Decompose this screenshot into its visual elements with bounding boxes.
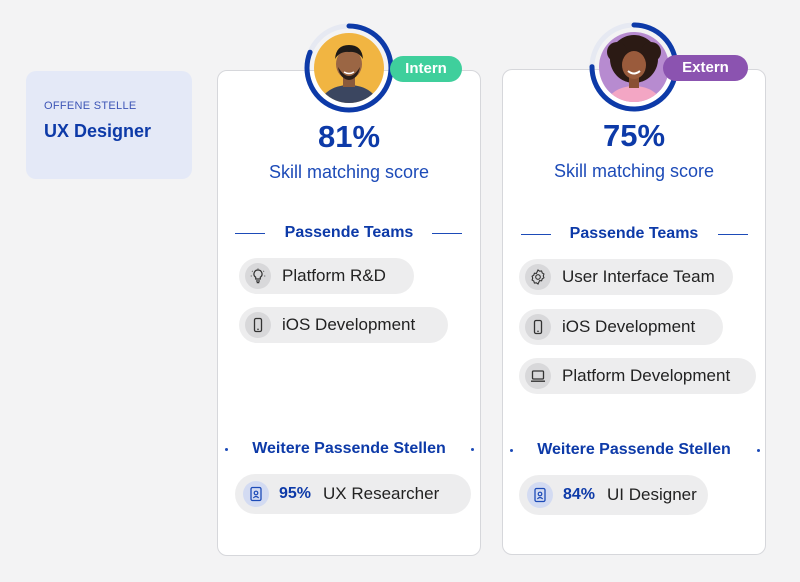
team-label: User Interface Team [562,267,715,286]
match-score: 75% [602,118,666,153]
type-badge: Extern [663,55,748,81]
team-chip-ios-development[interactable]: iOS Development [519,309,723,345]
lightbulb-icon [245,263,271,289]
smartphone-icon [245,312,271,338]
teams-heading: Passende Teams [284,224,414,241]
team-chip-platform-rd[interactable]: Platform R&D [239,258,414,294]
position-chip-ux-researcher[interactable]: 95% UX Researcher [235,474,471,514]
gear-badge-icon [525,264,551,290]
divider-dot [471,448,474,451]
positions-heading: Weitere Passende Stellen [537,441,731,458]
avatar-score-ring [303,22,395,114]
position-label: UX Researcher [323,484,440,503]
team-chip-ios-development[interactable]: iOS Development [239,307,448,343]
match-score-label: Skill matching score [268,162,430,182]
job-title: UX Designer [44,121,152,141]
id-badge-icon [243,481,269,507]
team-label: iOS Development [562,317,696,336]
team-chip-platform-development[interactable]: Platform Development [519,358,756,394]
job-card[interactable]: OFFENE STELLE UX Designer [26,71,192,179]
type-badge: Intern [390,56,462,82]
position-match-percent: 95% [279,485,312,502]
id-badge-icon [527,482,553,508]
match-score: 81% [317,119,381,154]
divider-dot [757,449,760,452]
position-label: UI Designer [607,485,697,504]
avatar [599,32,669,102]
team-label: Platform Development [562,366,731,385]
team-label: Platform R&D [282,266,386,285]
candidate-card-intern[interactable]: Intern 81% Skill matching score Passende… [217,23,481,556]
divider-line [432,233,462,234]
position-match-percent: 84% [563,486,596,503]
match-score-label: Skill matching score [553,161,715,181]
avatar [314,33,384,103]
laptop-icon [525,363,551,389]
divider-dot [225,448,228,451]
team-label: iOS Development [282,315,416,334]
team-chip-user-interface-team[interactable]: User Interface Team [519,259,733,295]
positions-heading: Weitere Passende Stellen [252,440,446,457]
teams-heading: Passende Teams [569,225,699,242]
position-chip-ui-designer[interactable]: 84% UI Designer [519,475,708,515]
smartphone-icon [525,314,551,340]
divider-line [521,234,551,235]
divider-line [235,233,265,234]
job-eyebrow: OFFENE STELLE [44,100,137,112]
divider-line [718,234,748,235]
candidate-card-extern[interactable]: Extern 75% Skill matching score Passende… [502,22,766,555]
divider-dot [510,449,513,452]
